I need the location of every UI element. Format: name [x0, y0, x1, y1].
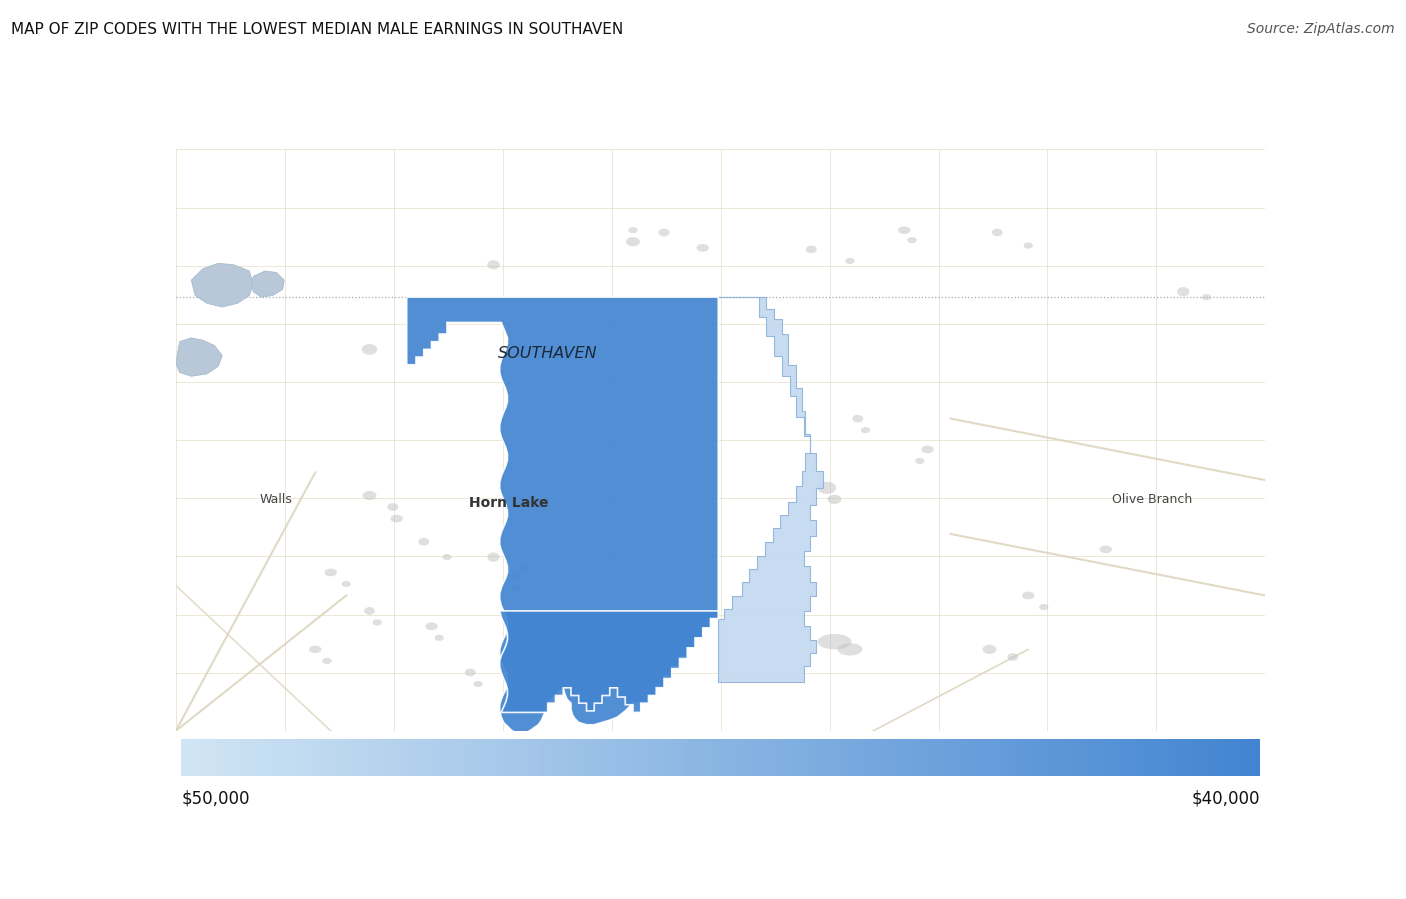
Ellipse shape	[845, 258, 855, 264]
Ellipse shape	[852, 414, 863, 423]
Text: Horn Lake: Horn Lake	[470, 496, 548, 511]
Ellipse shape	[443, 554, 451, 560]
Ellipse shape	[1007, 654, 1018, 661]
Ellipse shape	[991, 228, 1002, 236]
Ellipse shape	[309, 645, 322, 654]
Ellipse shape	[503, 645, 515, 654]
Ellipse shape	[817, 482, 837, 494]
Ellipse shape	[364, 607, 375, 615]
Ellipse shape	[465, 669, 475, 676]
Polygon shape	[191, 263, 253, 307]
Ellipse shape	[860, 427, 870, 433]
Ellipse shape	[1024, 243, 1033, 249]
Text: Source: ZipAtlas.com: Source: ZipAtlas.com	[1247, 22, 1395, 37]
Ellipse shape	[898, 227, 911, 234]
Ellipse shape	[1202, 294, 1211, 300]
Ellipse shape	[626, 237, 640, 246]
Text: Walls: Walls	[260, 493, 292, 506]
Ellipse shape	[387, 503, 398, 511]
Ellipse shape	[425, 622, 437, 630]
Ellipse shape	[907, 237, 917, 244]
Text: $40,000: $40,000	[1191, 789, 1260, 807]
Text: Olive Branch: Olive Branch	[1112, 493, 1192, 506]
Ellipse shape	[628, 227, 638, 233]
Text: SOUTHAVEN: SOUTHAVEN	[498, 346, 598, 360]
Polygon shape	[176, 338, 222, 377]
Ellipse shape	[1039, 604, 1049, 610]
Ellipse shape	[1177, 287, 1189, 297]
Ellipse shape	[1022, 592, 1035, 600]
Ellipse shape	[325, 568, 337, 576]
Polygon shape	[718, 297, 823, 681]
Ellipse shape	[512, 658, 522, 664]
Ellipse shape	[434, 635, 444, 641]
Polygon shape	[252, 271, 284, 297]
Ellipse shape	[915, 458, 924, 464]
Ellipse shape	[322, 658, 332, 664]
Ellipse shape	[488, 260, 499, 270]
Ellipse shape	[838, 643, 862, 655]
Polygon shape	[499, 611, 718, 712]
Ellipse shape	[696, 244, 709, 252]
Ellipse shape	[658, 228, 669, 236]
Ellipse shape	[363, 491, 377, 500]
Polygon shape	[406, 297, 718, 734]
Ellipse shape	[361, 344, 377, 355]
Text: $50,000: $50,000	[181, 789, 250, 807]
Ellipse shape	[1099, 546, 1112, 553]
Ellipse shape	[983, 645, 997, 654]
Ellipse shape	[419, 538, 429, 546]
Ellipse shape	[921, 446, 934, 453]
Ellipse shape	[391, 515, 404, 522]
Ellipse shape	[512, 584, 522, 591]
Ellipse shape	[520, 565, 529, 572]
Ellipse shape	[474, 681, 482, 687]
Ellipse shape	[488, 553, 499, 562]
Ellipse shape	[806, 245, 817, 254]
Ellipse shape	[512, 573, 522, 580]
Ellipse shape	[373, 619, 382, 626]
Ellipse shape	[342, 581, 352, 587]
Text: MAP OF ZIP CODES WITH THE LOWEST MEDIAN MALE EARNINGS IN SOUTHAVEN: MAP OF ZIP CODES WITH THE LOWEST MEDIAN …	[11, 22, 623, 38]
Ellipse shape	[817, 634, 852, 649]
Ellipse shape	[828, 494, 841, 504]
